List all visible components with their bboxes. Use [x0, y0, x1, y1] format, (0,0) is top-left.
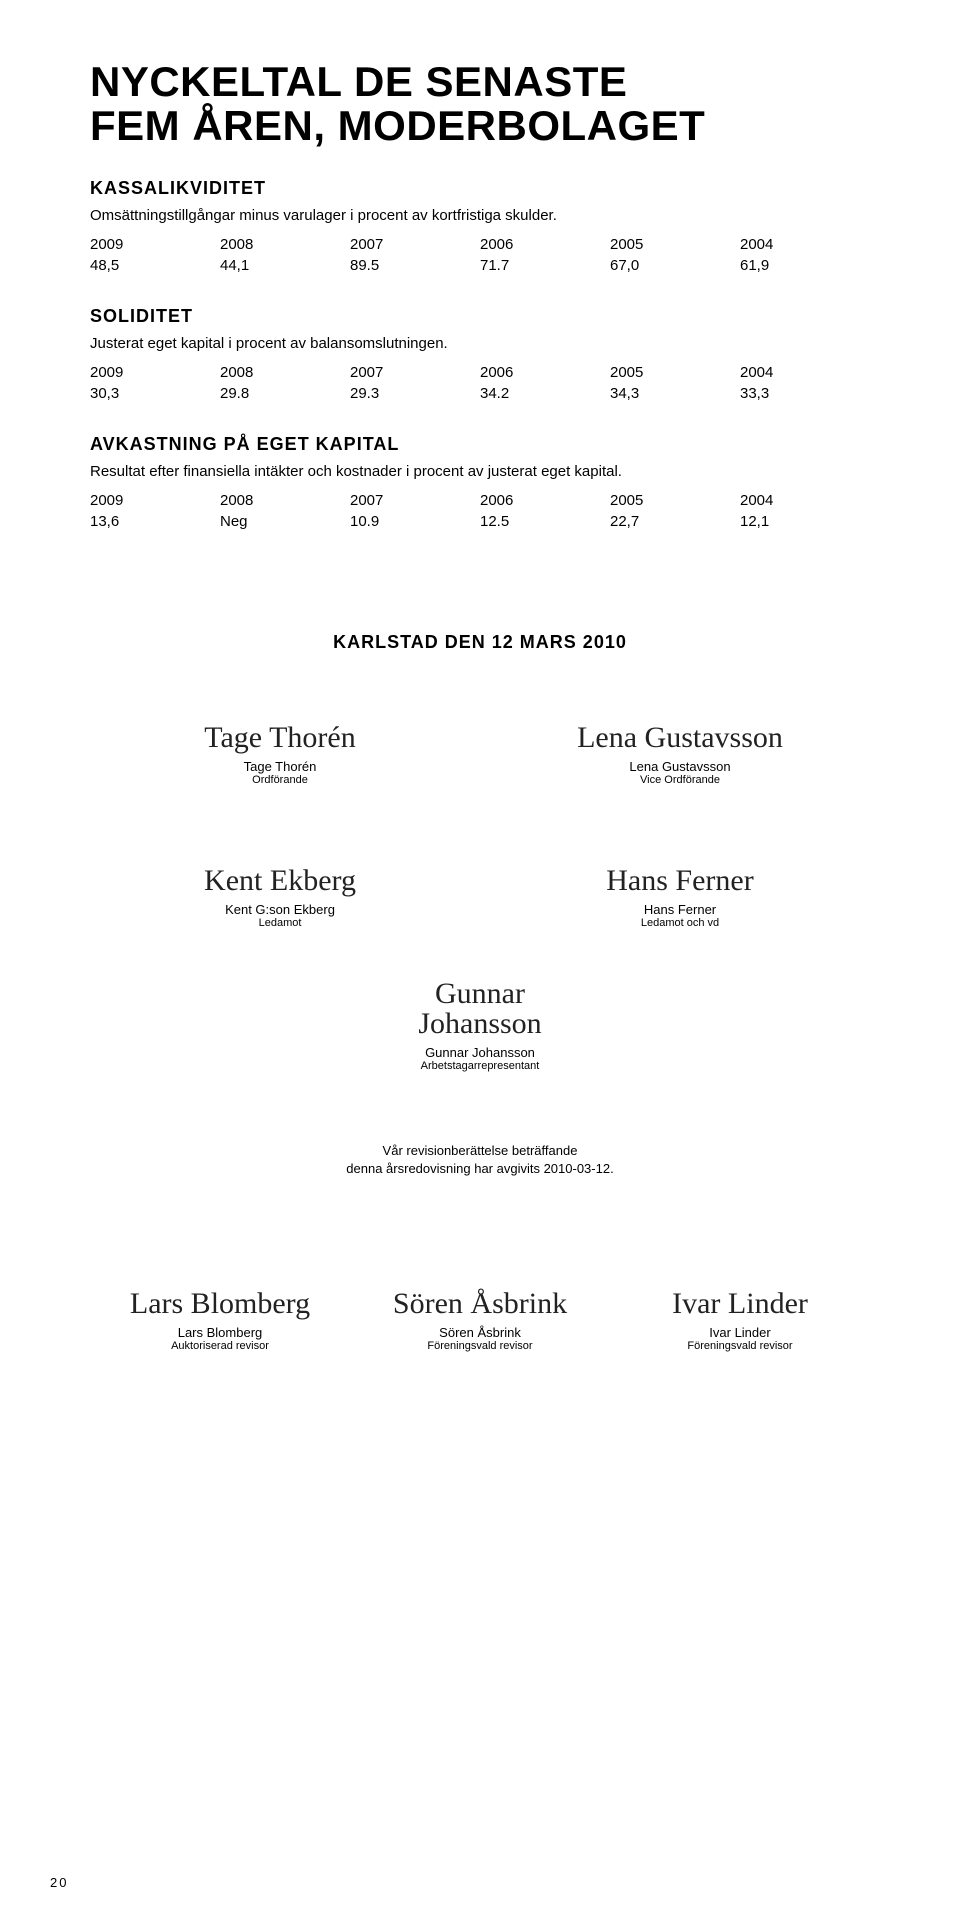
signature-script: Tage Thorén — [170, 713, 390, 753]
year-cell: 2009 — [90, 490, 220, 511]
auditor-name: Lars Blomberg — [120, 1325, 320, 1340]
audit-note-line: Vår revisionberättelse beträffande — [383, 1143, 578, 1158]
section-desc-kassa: Omsättningstillgångar minus varulager i … — [90, 207, 870, 224]
signature-script: Gunnar Johansson — [370, 999, 590, 1039]
signature-row: Tage Thorén Tage Thorén Ordförande Lena … — [90, 713, 870, 786]
year-cell: 2008 — [220, 490, 350, 511]
section-heading-kassa: KASSALIKVIDITET — [90, 178, 870, 199]
page-title: NYCKELTAL DE SENASTE FEM ÅREN, MODERBOLA… — [90, 60, 870, 148]
value-cell: 71.7 — [480, 255, 610, 276]
value-cell: 67,0 — [610, 255, 740, 276]
year-cell: 2005 — [610, 490, 740, 511]
audit-note: Vår revisionberättelse beträffande denna… — [90, 1142, 870, 1178]
signature-block: Gunnar Johansson Gunnar Johansson Arbets… — [370, 999, 590, 1072]
value-cell: 13,6 — [90, 511, 220, 532]
table-avkastning: 2009 2008 2007 2006 2005 2004 13,6 Neg 1… — [90, 490, 870, 532]
table-row: 48,5 44,1 89.5 71.7 67,0 61,9 — [90, 255, 870, 276]
value-cell: 12,1 — [740, 511, 870, 532]
table-row: 2009 2008 2007 2006 2005 2004 — [90, 490, 870, 511]
signature-row: Kent Ekberg Kent G:son Ekberg Ledamot Ha… — [90, 856, 870, 929]
signature-script: Kent Ekberg — [170, 856, 390, 896]
signature-block: Kent Ekberg Kent G:son Ekberg Ledamot — [170, 856, 390, 929]
signature-block: Lena Gustavsson Lena Gustavsson Vice Ord… — [570, 713, 790, 786]
table-row: 2009 2008 2007 2006 2005 2004 — [90, 234, 870, 255]
signatory-role: Vice Ordförande — [570, 774, 790, 786]
year-cell: 2009 — [90, 362, 220, 383]
signature-script: Hans Ferner — [570, 856, 790, 896]
value-cell: 30,3 — [90, 383, 220, 404]
auditor-block: Ivar Linder Ivar Linder Föreningsvald re… — [640, 1279, 840, 1352]
signatory-name: Gunnar Johansson — [370, 1045, 590, 1060]
signature-script: Ivar Linder — [640, 1279, 840, 1319]
year-cell: 2009 — [90, 234, 220, 255]
page-number: 20 — [50, 1875, 68, 1890]
signature-script: Sören Åsbrink — [380, 1279, 580, 1319]
value-cell: 34.2 — [480, 383, 610, 404]
signing-heading: KARLSTAD DEN 12 MARS 2010 — [90, 632, 870, 653]
auditor-block: Sören Åsbrink Sören Åsbrink Föreningsval… — [380, 1279, 580, 1352]
table-kassa: 2009 2008 2007 2006 2005 2004 48,5 44,1 … — [90, 234, 870, 276]
auditor-name: Sören Åsbrink — [380, 1325, 580, 1340]
auditor-block: Lars Blomberg Lars Blomberg Auktoriserad… — [120, 1279, 320, 1352]
table-row: 2009 2008 2007 2006 2005 2004 — [90, 362, 870, 383]
value-cell: 10.9 — [350, 511, 480, 532]
signature-block: Tage Thorén Tage Thorén Ordförande — [170, 713, 390, 786]
section-desc-avkastning: Resultat efter finansiella intäkter och … — [90, 463, 870, 480]
value-cell: 48,5 — [90, 255, 220, 276]
value-cell: 44,1 — [220, 255, 350, 276]
auditor-role: Auktoriserad revisor — [120, 1340, 320, 1352]
signature-script: Lena Gustavsson — [570, 713, 790, 753]
value-cell: 12.5 — [480, 511, 610, 532]
audit-note-line: denna årsredovisning har avgivits 2010-0… — [346, 1161, 613, 1176]
value-cell: 89.5 — [350, 255, 480, 276]
section-desc-soliditet: Justerat eget kapital i procent av balan… — [90, 335, 870, 352]
table-soliditet: 2009 2008 2007 2006 2005 2004 30,3 29.8 … — [90, 362, 870, 404]
value-cell: 34,3 — [610, 383, 740, 404]
auditor-row: Lars Blomberg Lars Blomberg Auktoriserad… — [90, 1279, 870, 1352]
year-cell: 2007 — [350, 490, 480, 511]
section-heading-soliditet: SOLIDITET — [90, 306, 870, 327]
value-cell: 33,3 — [740, 383, 870, 404]
value-cell: 29.3 — [350, 383, 480, 404]
year-cell: 2005 — [610, 362, 740, 383]
signatory-name: Tage Thorén — [170, 759, 390, 774]
section-heading-avkastning: AVKASTNING PÅ EGET KAPITAL — [90, 434, 870, 455]
year-cell: 2008 — [220, 362, 350, 383]
signatory-name: Kent G:son Ekberg — [170, 902, 390, 917]
signatory-role: Ledamot och vd — [570, 917, 790, 929]
signatory-name: Hans Ferner — [570, 902, 790, 917]
year-cell: 2007 — [350, 234, 480, 255]
year-cell: 2008 — [220, 234, 350, 255]
signatory-role: Arbetstagarrepresentant — [370, 1060, 590, 1072]
auditor-role: Föreningsvald revisor — [640, 1340, 840, 1352]
title-line-2: FEM ÅREN, MODERBOLAGET — [90, 102, 705, 149]
value-cell: 61,9 — [740, 255, 870, 276]
value-cell: Neg — [220, 511, 350, 532]
auditor-name: Ivar Linder — [640, 1325, 840, 1340]
value-cell: 29.8 — [220, 383, 350, 404]
table-row: 30,3 29.8 29.3 34.2 34,3 33,3 — [90, 383, 870, 404]
year-cell: 2004 — [740, 362, 870, 383]
year-cell: 2004 — [740, 490, 870, 511]
year-cell: 2005 — [610, 234, 740, 255]
year-cell: 2006 — [480, 490, 610, 511]
auditor-role: Föreningsvald revisor — [380, 1340, 580, 1352]
year-cell: 2006 — [480, 362, 610, 383]
signature-block: Hans Ferner Hans Ferner Ledamot och vd — [570, 856, 790, 929]
signatory-role: Ledamot — [170, 917, 390, 929]
value-cell: 22,7 — [610, 511, 740, 532]
year-cell: 2006 — [480, 234, 610, 255]
year-cell: 2007 — [350, 362, 480, 383]
signatory-role: Ordförande — [170, 774, 390, 786]
signature-script: Lars Blomberg — [120, 1279, 320, 1319]
title-line-1: NYCKELTAL DE SENASTE — [90, 58, 627, 105]
table-row: 13,6 Neg 10.9 12.5 22,7 12,1 — [90, 511, 870, 532]
signature-row: Gunnar Johansson Gunnar Johansson Arbets… — [90, 999, 870, 1072]
year-cell: 2004 — [740, 234, 870, 255]
signatory-name: Lena Gustavsson — [570, 759, 790, 774]
